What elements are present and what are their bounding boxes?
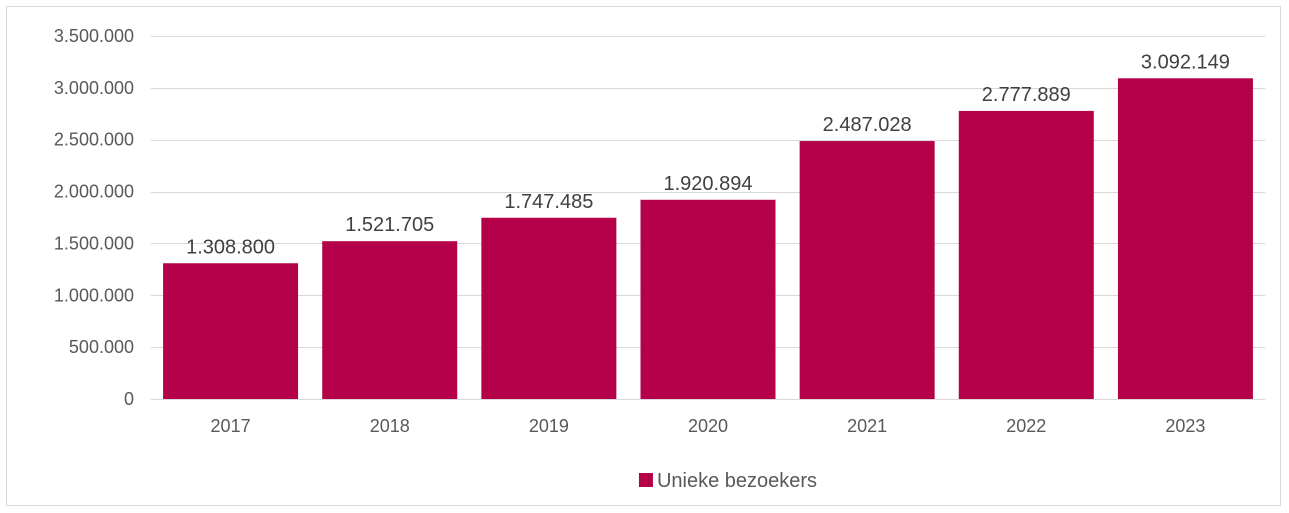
data-label: 1.747.485 [504, 191, 593, 213]
bar[interactable] [958, 110, 1094, 400]
y-tick-label: 3.500.000 [54, 26, 134, 46]
x-tick-label: 2018 [370, 416, 410, 436]
bars [163, 78, 1253, 400]
y-tick-label: 0 [124, 389, 134, 409]
x-tick-label: 2022 [1006, 416, 1046, 436]
y-axis-ticks: 0 500.000 1.000.000 1.500.000 2.000.000 2.500… [54, 26, 134, 409]
y-tick-label: 1.500.000 [54, 233, 134, 253]
legend[interactable]: Unieke bezoekers [638, 470, 817, 492]
data-label: 1.521.705 [345, 214, 434, 236]
x-tick-label: 2020 [688, 416, 728, 436]
data-label: 1.920.894 [664, 173, 753, 195]
y-tick-label: 3.000.000 [54, 78, 134, 98]
legend-swatch [638, 473, 653, 487]
data-label: 1.308.800 [186, 236, 275, 258]
x-tick-label: 2021 [847, 416, 887, 436]
y-tick-label: 1.000.000 [54, 285, 134, 305]
x-tick-label: 2019 [529, 416, 569, 436]
bar[interactable] [163, 263, 299, 399]
y-tick-label: 2.000.000 [54, 182, 134, 202]
data-label: 2.487.028 [823, 114, 912, 136]
data-label: 3.092.149 [1141, 51, 1230, 73]
bar[interactable] [322, 241, 458, 399]
x-tick-label: 2017 [211, 416, 251, 436]
data-label: 2.777.889 [982, 84, 1071, 106]
y-tick-label: 2.500.000 [54, 130, 134, 150]
bar[interactable] [481, 217, 617, 399]
data-labels: 1.308.800 1.521.705 1.747.485 1.920.894 2.48… [186, 51, 1230, 258]
bar[interactable] [640, 199, 776, 399]
legend-label: Unieke bezoekers [657, 470, 817, 492]
x-tick-label: 2023 [1165, 416, 1205, 436]
y-tick-label: 500.000 [69, 337, 134, 357]
bar[interactable] [1117, 78, 1253, 399]
bar[interactable] [799, 141, 935, 399]
x-axis-ticks: 2017 2018 2019 2020 2021 2022 2023 [211, 416, 1206, 436]
